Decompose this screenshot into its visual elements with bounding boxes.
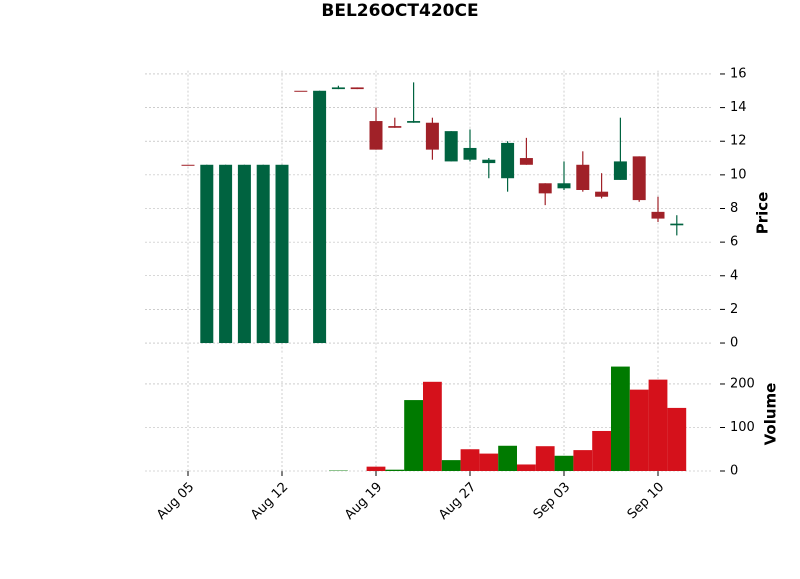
y-tick-label: 10 (730, 167, 747, 182)
chart-title: BEL26OCT420CE (321, 1, 478, 21)
x-tick-label: Aug 05 (154, 480, 197, 523)
volume-bar (630, 390, 649, 471)
candle-body (614, 161, 627, 179)
volume-bar (404, 400, 423, 471)
volume-bar (423, 382, 442, 471)
x-tick-label: Sep 03 (531, 480, 574, 523)
candle-body (370, 121, 383, 150)
candle-body (219, 165, 232, 343)
y-tick-label: 12 (730, 134, 747, 149)
candle-body (652, 212, 665, 219)
candle-body (539, 183, 552, 193)
candle-body (257, 165, 270, 343)
x-tick-label: Aug 27 (436, 480, 479, 523)
volume-tick-label: 100 (730, 420, 755, 435)
x-tick-label: Sep 10 (625, 480, 668, 523)
candle-body (200, 165, 213, 343)
candle-body (595, 192, 608, 197)
volume-bar (461, 449, 480, 471)
volume-bar (555, 456, 574, 471)
volume-bar (498, 446, 517, 471)
volume-bar (592, 431, 611, 471)
candle-body (332, 87, 345, 89)
candle-body (182, 165, 195, 166)
volume-bar (479, 454, 498, 471)
candle-body (238, 165, 251, 343)
candle-body (351, 87, 364, 89)
y-axis-label: Price (754, 192, 772, 235)
y-tick-label: 4 (730, 268, 738, 283)
volume-tick-label: 0 (730, 464, 738, 479)
x-tick-label: Aug 19 (342, 480, 385, 523)
y-tick-label: 16 (730, 66, 747, 81)
volume-axis-label: Volume (762, 383, 780, 446)
volume-bar (517, 464, 536, 471)
volume-bar (536, 446, 555, 471)
candle-body (558, 183, 571, 188)
volume-bar (442, 460, 461, 471)
candle-body (426, 123, 439, 150)
volume-tick-label: 200 (730, 376, 755, 391)
volume-bar (385, 470, 404, 471)
x-tick-label: Aug 12 (248, 480, 291, 523)
candle-body (313, 91, 326, 343)
candle-body (294, 91, 307, 92)
candle-body (445, 131, 458, 161)
y-tick-label: 2 (730, 302, 738, 317)
candle-body (407, 121, 420, 123)
y-tick-label: 14 (730, 100, 747, 115)
y-tick-label: 0 (730, 336, 738, 351)
candle-body (633, 156, 646, 200)
candle-body (482, 160, 495, 163)
y-tick-label: 8 (730, 201, 738, 216)
candle-body (670, 224, 683, 226)
candle-body (464, 148, 477, 160)
candle-body (520, 158, 533, 165)
volume-bar (367, 467, 386, 471)
candle-body (388, 126, 401, 128)
volume-bar (611, 367, 630, 471)
candle-body (501, 143, 514, 178)
volume-bar (573, 450, 592, 471)
candle-body (276, 165, 289, 343)
candle-body (576, 165, 589, 190)
y-tick-label: 6 (730, 235, 738, 250)
volume-bar (649, 380, 668, 471)
volume-bar (667, 408, 686, 471)
